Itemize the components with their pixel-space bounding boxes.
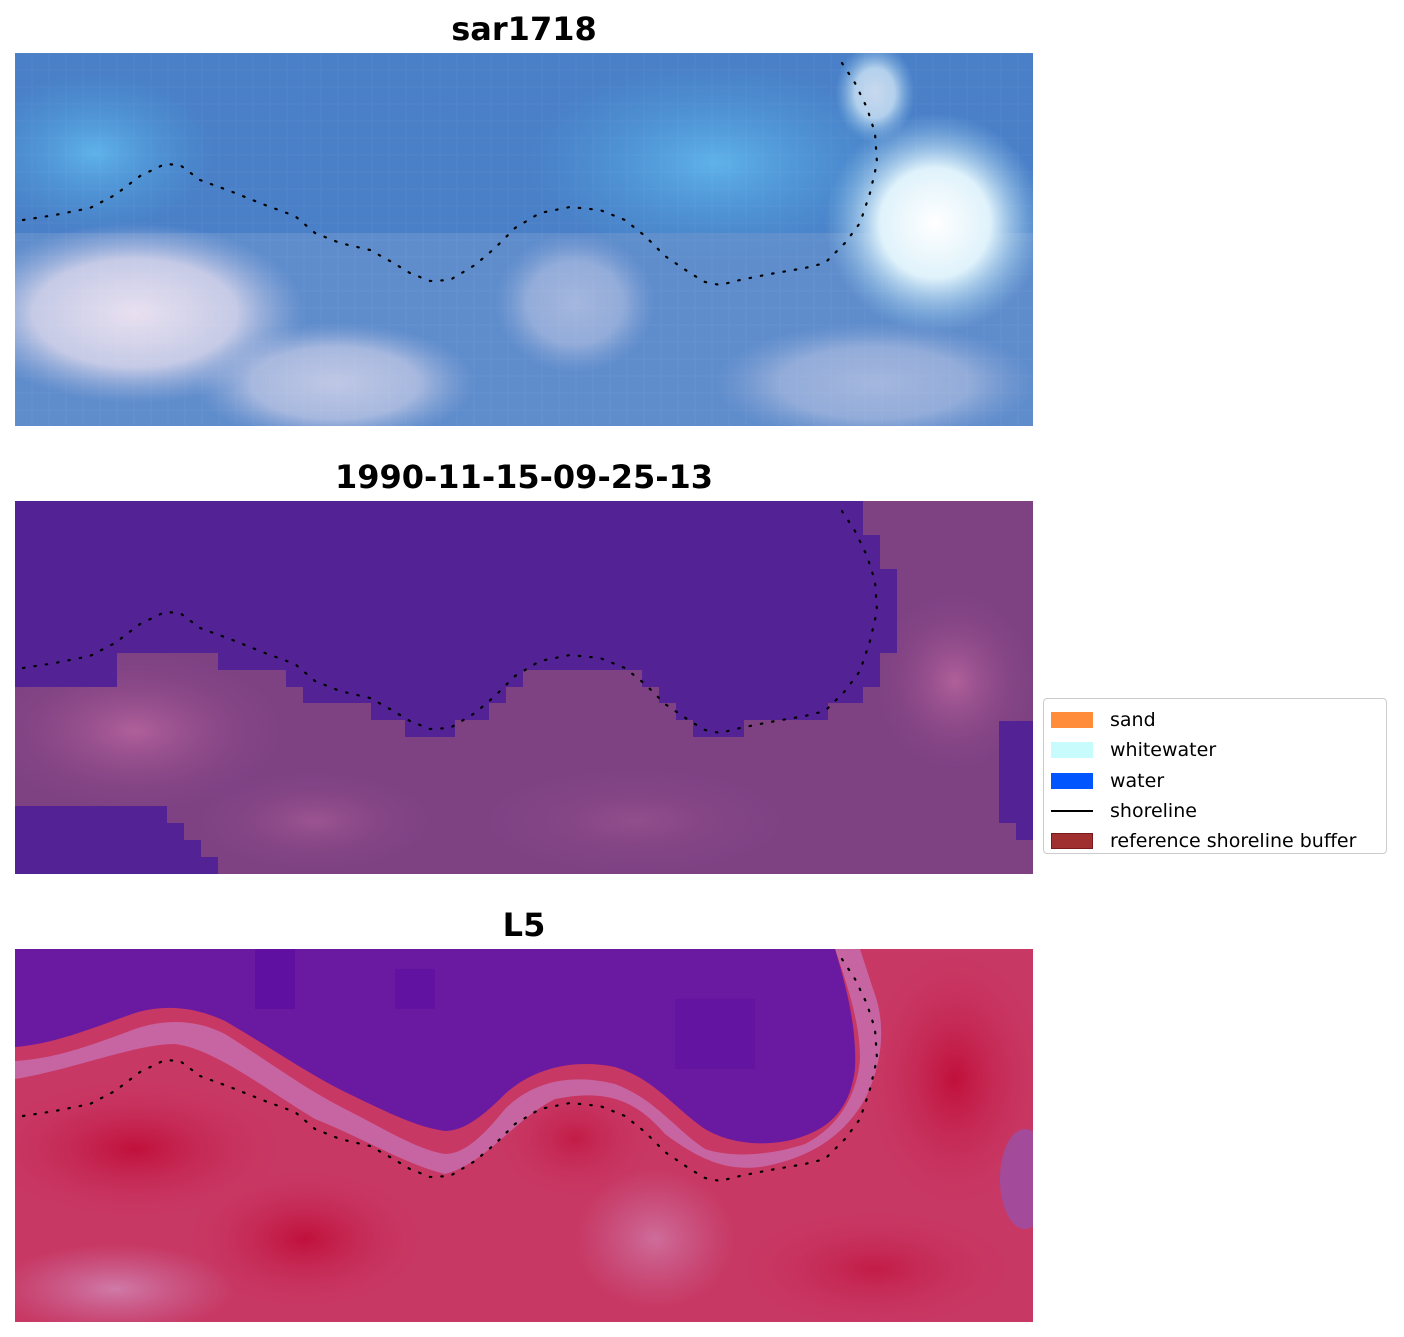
water-swatch [1051,772,1093,789]
legend-item-reference-buffer: reference shoreline buffer [1051,826,1386,856]
shoreline-line-swatch [1051,810,1093,813]
satellite-image-rgb [15,53,1033,426]
legend-label-whitewater: whitewater [1110,739,1217,762]
legend-label-sand: sand [1110,709,1156,732]
legend-label-water: water [1110,769,1165,792]
panel-title-3: L5 [502,906,546,944]
panel-title-1: sar1718 [451,10,597,48]
legend-item-shoreline: shoreline [1051,796,1386,826]
index-image [15,949,1033,1322]
legend-label-shoreline: shoreline [1110,800,1197,823]
legend-item-sand: sand [1051,705,1386,735]
whitewater-swatch [1051,742,1093,759]
reference-buffer-swatch [1051,833,1093,850]
legend-item-water: water [1051,766,1386,796]
legend: sand whitewater water shoreline referenc… [1043,698,1387,854]
classified-image [15,501,1033,874]
legend-item-whitewater: whitewater [1051,735,1386,765]
panel-title-2: 1990-11-15-09-25-13 [334,458,714,496]
legend-label-reference-buffer: reference shoreline buffer [1110,830,1357,853]
sand-swatch [1051,712,1093,729]
